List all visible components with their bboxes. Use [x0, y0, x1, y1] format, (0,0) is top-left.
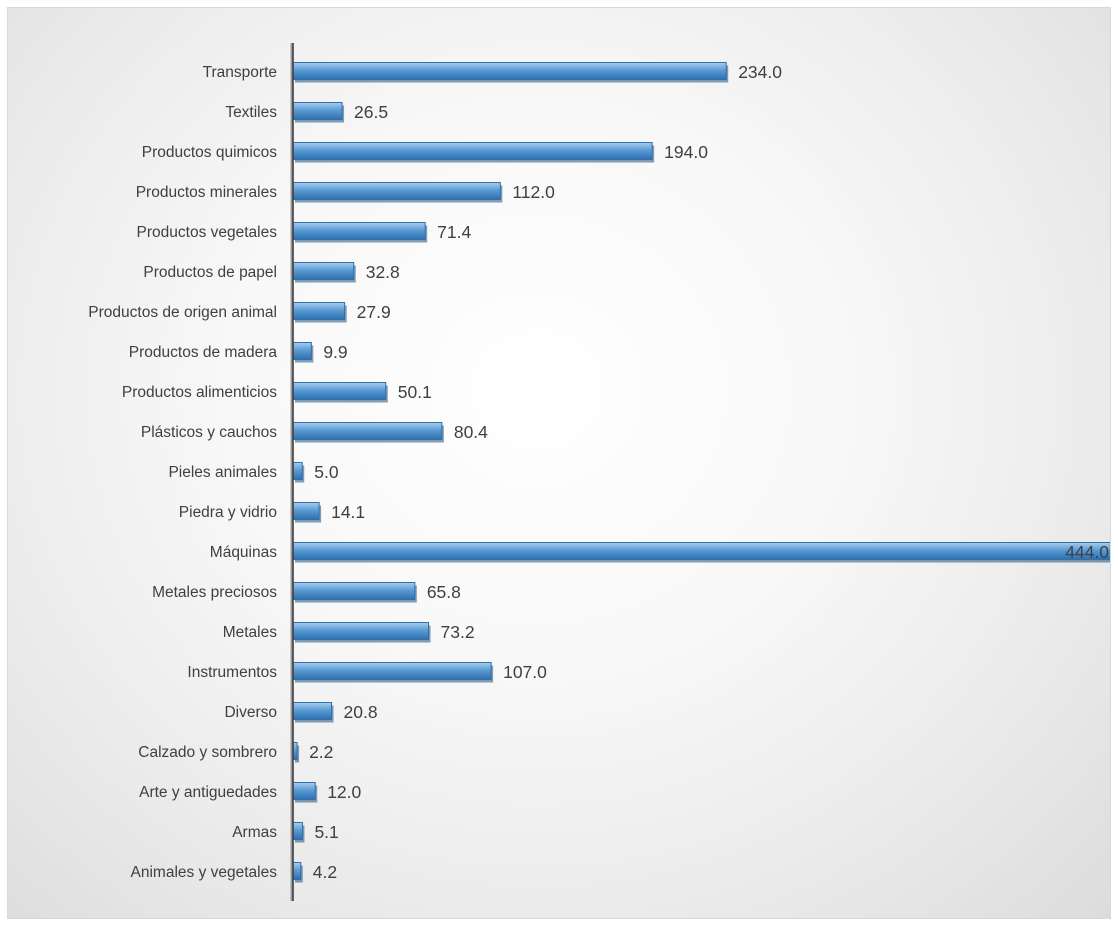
value-label: 32.8: [366, 262, 400, 282]
axis-group: [290, 43, 294, 901]
bar: [292, 262, 355, 280]
value-label: 12.0: [327, 782, 361, 802]
value-label: 65.8: [427, 582, 461, 602]
value-label: 26.5: [354, 102, 388, 122]
bar: [292, 342, 312, 360]
category-label: Productos vegetales: [137, 224, 278, 241]
bar: [292, 142, 653, 160]
bar: [292, 182, 501, 200]
value-label: 71.4: [437, 222, 471, 242]
bar: [292, 582, 416, 600]
value-label: 5.0: [314, 462, 339, 482]
value-label: 444.0: [1065, 542, 1109, 562]
bar: [292, 862, 302, 880]
category-label: Instrumentos: [187, 664, 277, 681]
category-label: Productos alimenticios: [122, 384, 277, 401]
value-label: 5.1: [314, 822, 338, 842]
bar: [292, 822, 303, 840]
bar: [292, 542, 1110, 560]
bar: [292, 502, 320, 520]
bar: [292, 622, 430, 640]
value-label: 14.1: [331, 502, 365, 522]
value-label: 73.2: [441, 622, 475, 642]
value-label: 194.0: [664, 142, 708, 162]
category-label: Productos de madera: [129, 344, 278, 361]
category-label: Textiles: [225, 104, 277, 121]
category-label: Productos quimicos: [142, 144, 278, 161]
category-label: Plásticos y cauchos: [141, 424, 277, 441]
bar: [292, 662, 492, 680]
bar: [292, 62, 727, 80]
bar: [292, 782, 316, 800]
category-label: Metales: [223, 624, 278, 641]
value-label: 20.8: [344, 702, 378, 722]
category-label: Piedra y vidrio: [179, 504, 277, 521]
bar: [292, 422, 443, 440]
category-label: Animales y vegetales: [131, 864, 278, 881]
bar-chart: Transporte 234.0 Textiles 26.5 Productos qui…: [88, 43, 1110, 901]
category-label: Diverso: [224, 704, 277, 721]
category-label: Armas: [232, 824, 277, 841]
bar: [292, 702, 333, 720]
bar: [292, 102, 343, 120]
bar: [292, 462, 303, 480]
value-label: 2.2: [309, 742, 333, 762]
labels-group: Transporte 234.0 Textiles 26.5 Productos qui…: [88, 62, 1109, 882]
category-label: Pieles animales: [168, 464, 277, 481]
bar: [292, 382, 387, 400]
value-label: 50.1: [398, 382, 432, 402]
category-label: Productos de origen animal: [88, 304, 277, 321]
chart-area: Transporte 234.0 Textiles 26.5 Productos qui…: [7, 7, 1111, 919]
bars-group: [292, 62, 1110, 883]
value-label: 27.9: [357, 302, 391, 322]
category-label: Productos de papel: [143, 264, 277, 281]
bar: [292, 302, 346, 320]
category-label: Productos minerales: [136, 184, 278, 201]
bar: [292, 222, 426, 240]
value-label: 4.2: [313, 862, 337, 882]
category-label: Máquinas: [210, 544, 277, 561]
value-label: 107.0: [503, 662, 547, 682]
value-label: 112.0: [512, 182, 555, 202]
value-label: 234.0: [738, 62, 782, 82]
category-label: Arte y antiguedades: [139, 784, 277, 801]
category-label: Calzado y sombrero: [138, 744, 277, 761]
category-label: Transporte: [203, 64, 277, 81]
value-label: 9.9: [323, 342, 347, 362]
category-label: Metales preciosos: [152, 584, 277, 601]
value-label: 80.4: [454, 422, 488, 442]
